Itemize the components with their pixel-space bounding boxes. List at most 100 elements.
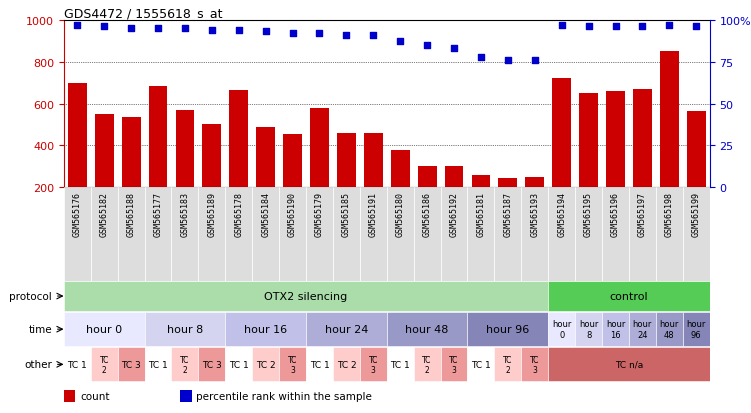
Bar [521,348,548,381]
Text: TC 2: TC 2 [256,360,276,369]
Bar [633,90,652,188]
Text: TC 1: TC 1 [471,360,491,369]
Bar [602,188,629,281]
Bar [414,348,441,381]
Text: GSM565199: GSM565199 [692,192,701,237]
Bar [360,188,387,281]
Text: hour
48: hour 48 [659,320,679,339]
Bar [91,348,118,381]
Bar [337,133,356,188]
Text: time: time [29,324,53,335]
Bar [283,135,302,188]
Bar [64,188,91,281]
Bar [198,348,225,381]
Point [448,46,460,52]
Bar [499,178,517,188]
Point [71,22,83,29]
Bar [225,348,252,381]
Bar [306,348,333,381]
Bar [68,83,86,188]
Text: GSM565186: GSM565186 [423,192,432,237]
Point [610,24,622,31]
Bar [441,188,467,281]
Text: count: count [80,391,110,401]
Bar [360,348,387,381]
Bar [445,167,463,188]
Text: GSM565180: GSM565180 [396,192,405,237]
Bar [656,313,683,346]
Text: GSM565181: GSM565181 [476,192,485,237]
Bar [225,188,252,281]
Bar [414,188,441,281]
Text: GSM565194: GSM565194 [557,192,566,237]
Point [206,27,218,34]
Text: GSM565188: GSM565188 [127,192,136,237]
Bar [64,390,75,402]
Text: hour 8: hour 8 [167,324,203,335]
Bar [494,348,521,381]
Point [179,26,191,32]
Text: GSM565187: GSM565187 [503,192,512,237]
Bar [548,313,575,346]
Text: GSM565183: GSM565183 [180,192,189,237]
Text: GSM565193: GSM565193 [530,192,539,237]
Bar [548,188,575,281]
Point [502,57,514,64]
Bar [387,313,467,346]
Text: GSM565177: GSM565177 [153,192,162,237]
Point [313,31,325,37]
Text: TC 3: TC 3 [202,360,222,369]
Point [125,26,137,32]
Point [529,57,541,64]
Text: GDS4472 / 1555618_s_at: GDS4472 / 1555618_s_at [64,7,222,19]
Point [394,39,406,46]
Bar [225,313,306,346]
Text: hour 48: hour 48 [406,324,449,335]
Text: GSM565190: GSM565190 [288,192,297,237]
Bar [149,86,167,188]
Text: TC
2: TC 2 [100,355,109,374]
Bar [95,115,113,188]
Bar [579,94,598,188]
Bar [180,390,192,402]
Text: TC 1: TC 1 [309,360,330,369]
Text: GSM565196: GSM565196 [611,192,620,237]
Text: TC
2: TC 2 [503,355,512,374]
Bar [629,313,656,346]
Bar [521,188,548,281]
Bar [391,150,409,188]
Bar [176,111,195,188]
Text: hour
8: hour 8 [579,320,599,339]
Text: GSM565198: GSM565198 [665,192,674,237]
Text: TC 2: TC 2 [336,360,356,369]
Bar [364,133,383,188]
Text: hour
24: hour 24 [633,320,652,339]
Bar [118,348,144,381]
Bar [467,313,548,346]
Text: hour
96: hour 96 [686,320,706,339]
Point [663,22,675,29]
Bar [683,313,710,346]
Text: GSM565185: GSM565185 [342,192,351,237]
Text: TC
2: TC 2 [180,355,189,374]
Text: other: other [24,359,53,370]
Bar [552,79,571,188]
Bar [387,348,414,381]
Text: GSM565197: GSM565197 [638,192,647,237]
Text: TC n/a: TC n/a [615,360,643,369]
Point [98,24,110,31]
Point [690,24,702,31]
Bar [91,188,118,281]
Bar [256,127,275,188]
Bar [441,348,467,381]
Text: hour 0: hour 0 [86,324,122,335]
Point [367,32,379,39]
Bar [252,188,279,281]
Text: GSM565176: GSM565176 [73,192,82,237]
Text: TC
3: TC 3 [530,355,539,374]
Text: TC 1: TC 1 [391,360,410,369]
Bar [494,188,521,281]
Text: hour
16: hour 16 [606,320,625,339]
Bar [575,313,602,346]
Bar [171,188,198,281]
